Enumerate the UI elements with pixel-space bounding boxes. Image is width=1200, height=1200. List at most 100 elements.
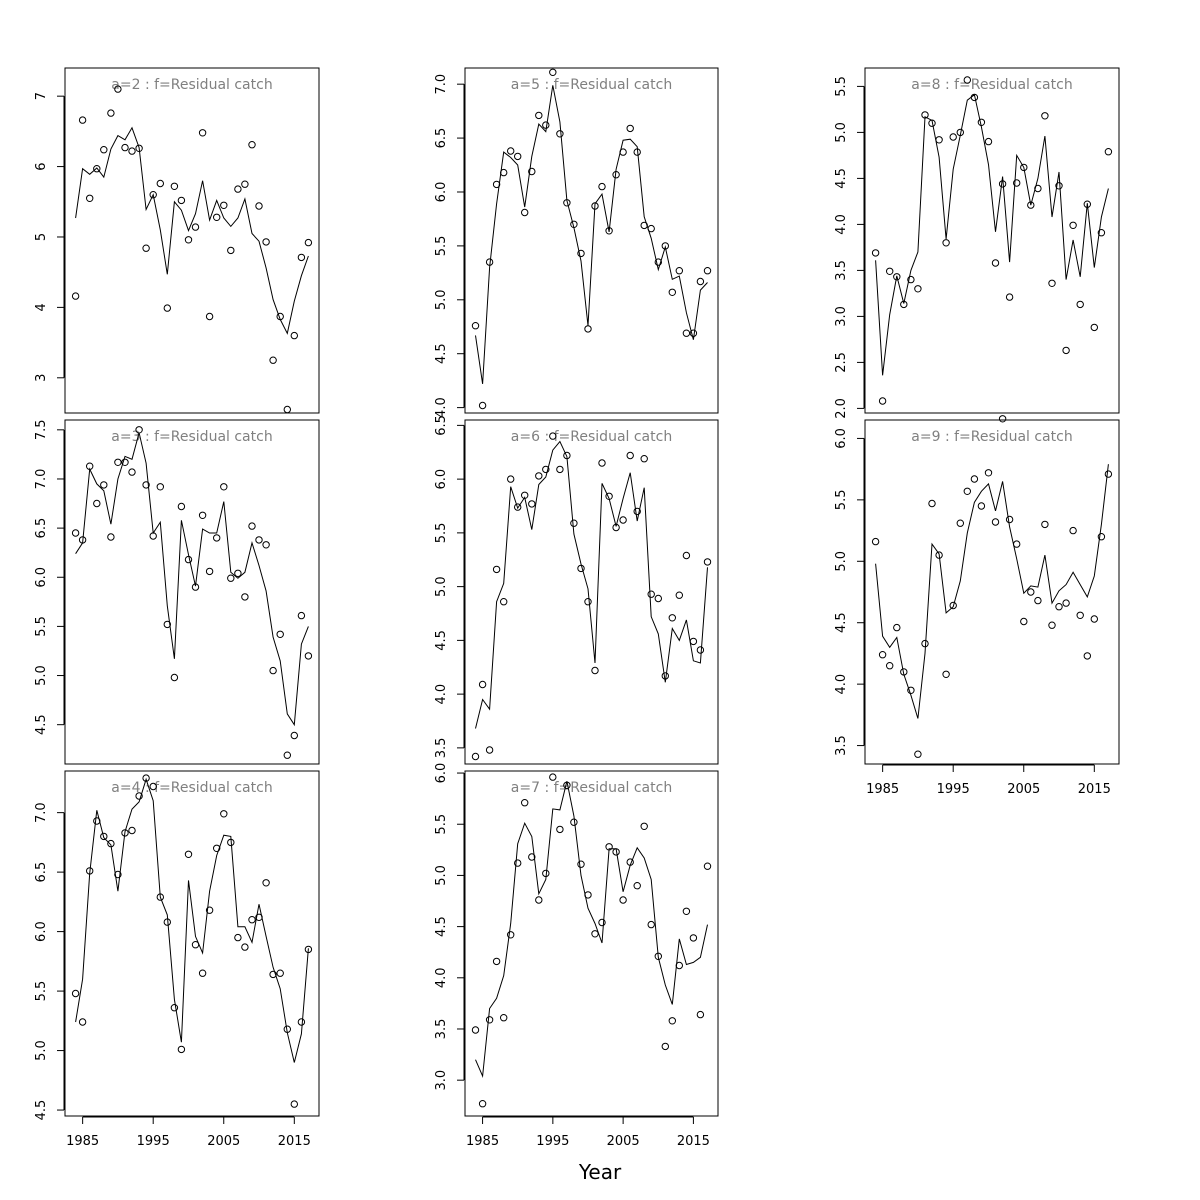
observed-point xyxy=(163,620,172,629)
observed-point xyxy=(500,598,508,606)
observed-point xyxy=(675,267,683,275)
panel-title: a=9 : f=Residual catch xyxy=(911,429,1072,445)
observed-points xyxy=(471,68,712,410)
observed-point xyxy=(198,969,207,977)
observed-point xyxy=(661,672,669,680)
observed-point xyxy=(156,893,165,901)
y-tick-label: 6.5 xyxy=(434,415,449,436)
plot-frame xyxy=(64,419,320,765)
observed-point xyxy=(942,670,950,678)
chart-panel-3: a=4 : f=Residual catch 4.5 5.0 5.5 6.0 6.5 7.0… xyxy=(34,770,320,1149)
observed-point xyxy=(1027,588,1035,596)
observed-point xyxy=(549,773,557,781)
y-tick-label: 4.5 xyxy=(834,168,849,189)
observed-point xyxy=(1097,533,1106,541)
y-tick-label: 6.5 xyxy=(434,128,449,149)
observed-point xyxy=(71,989,80,998)
observed-point xyxy=(570,519,578,527)
observed-point xyxy=(640,455,648,463)
y-tick-label: 5.0 xyxy=(434,576,449,597)
observed-point xyxy=(213,844,221,852)
y-tick-label: 5.5 xyxy=(434,523,449,544)
y-axis: 3.5 4.0 4.5 5.0 5.5 6.0 6.5 xyxy=(434,415,465,758)
y-tick-label: 4.0 xyxy=(434,684,449,705)
observed-point xyxy=(1069,221,1077,230)
observed-point xyxy=(914,285,922,293)
observed-point xyxy=(478,680,487,689)
observed-point xyxy=(297,611,306,620)
observed-point xyxy=(241,943,249,951)
observed-point xyxy=(654,952,662,960)
observed-point xyxy=(654,258,662,266)
observed-point xyxy=(100,481,108,489)
observed-point xyxy=(977,118,986,127)
y-tick-label: 3.0 xyxy=(434,1070,449,1091)
observed-point xyxy=(184,555,193,564)
observed-point xyxy=(1097,229,1106,237)
observed-point xyxy=(184,850,193,858)
observed-point xyxy=(149,532,157,540)
y-tick-label: 4.5 xyxy=(834,612,849,633)
y-tick-label: 4.5 xyxy=(434,343,449,364)
observed-point xyxy=(290,1100,298,1108)
y-tick-label: 3.0 xyxy=(834,306,849,327)
x-tick-label: 1995 xyxy=(536,1134,569,1149)
observed-point xyxy=(220,483,228,491)
y-tick-label: 3 xyxy=(34,374,49,382)
observed-point xyxy=(1104,148,1113,156)
observed-point xyxy=(170,182,179,191)
observed-point xyxy=(184,236,193,244)
y-tick-label: 5.0 xyxy=(34,665,49,686)
observed-point xyxy=(198,129,207,137)
y-tick-label: 6.0 xyxy=(434,469,449,490)
observed-point xyxy=(563,781,571,789)
observed-point xyxy=(1062,346,1070,355)
observed-point xyxy=(514,503,522,511)
observed-point xyxy=(577,860,585,868)
y-tick-label: 4 xyxy=(34,303,49,311)
observed-point xyxy=(675,591,683,599)
y-tick-label: 5.0 xyxy=(434,865,449,886)
observed-point xyxy=(900,300,908,309)
y-tick-label: 5.5 xyxy=(834,76,849,97)
observed-point xyxy=(984,137,993,146)
observed-point xyxy=(647,920,655,929)
observed-point xyxy=(78,536,87,544)
x-tick-label: 1985 xyxy=(66,1134,99,1149)
observed-point xyxy=(304,945,313,954)
plot-frame xyxy=(64,67,320,414)
observed-point xyxy=(654,594,662,603)
observed-point xyxy=(135,792,143,800)
y-tick-label: 6.0 xyxy=(34,921,49,942)
observed-point xyxy=(703,558,712,566)
observed-point xyxy=(893,623,901,632)
observed-point xyxy=(528,500,536,508)
observed-point xyxy=(914,750,922,758)
y-tick-label: 7 xyxy=(34,92,49,100)
y-tick-label: 4.5 xyxy=(434,916,449,937)
observed-point xyxy=(1034,596,1042,605)
observed-point xyxy=(78,116,87,124)
observed-point xyxy=(177,1045,186,1054)
observed-point xyxy=(269,666,277,675)
observed-point xyxy=(262,879,270,887)
observed-point xyxy=(871,249,880,257)
observed-point xyxy=(535,896,543,904)
y-tick-label: 2.0 xyxy=(834,398,849,419)
observed-point xyxy=(220,810,228,818)
observed-point xyxy=(1020,163,1028,172)
observed-point xyxy=(661,1042,669,1051)
y-tick-label: 5.5 xyxy=(34,981,49,1002)
observed-point xyxy=(297,1018,306,1026)
observed-point xyxy=(682,551,691,560)
observed-point xyxy=(1013,179,1021,187)
observed-point xyxy=(290,731,298,740)
observed-point xyxy=(227,574,235,582)
observed-point xyxy=(605,492,613,500)
observed-point xyxy=(1083,200,1092,208)
y-tick-label: 4.5 xyxy=(34,714,49,735)
observed-point xyxy=(234,933,242,942)
panel-title: a=3 : f=Residual catch xyxy=(111,429,272,445)
observed-point xyxy=(1048,621,1056,629)
